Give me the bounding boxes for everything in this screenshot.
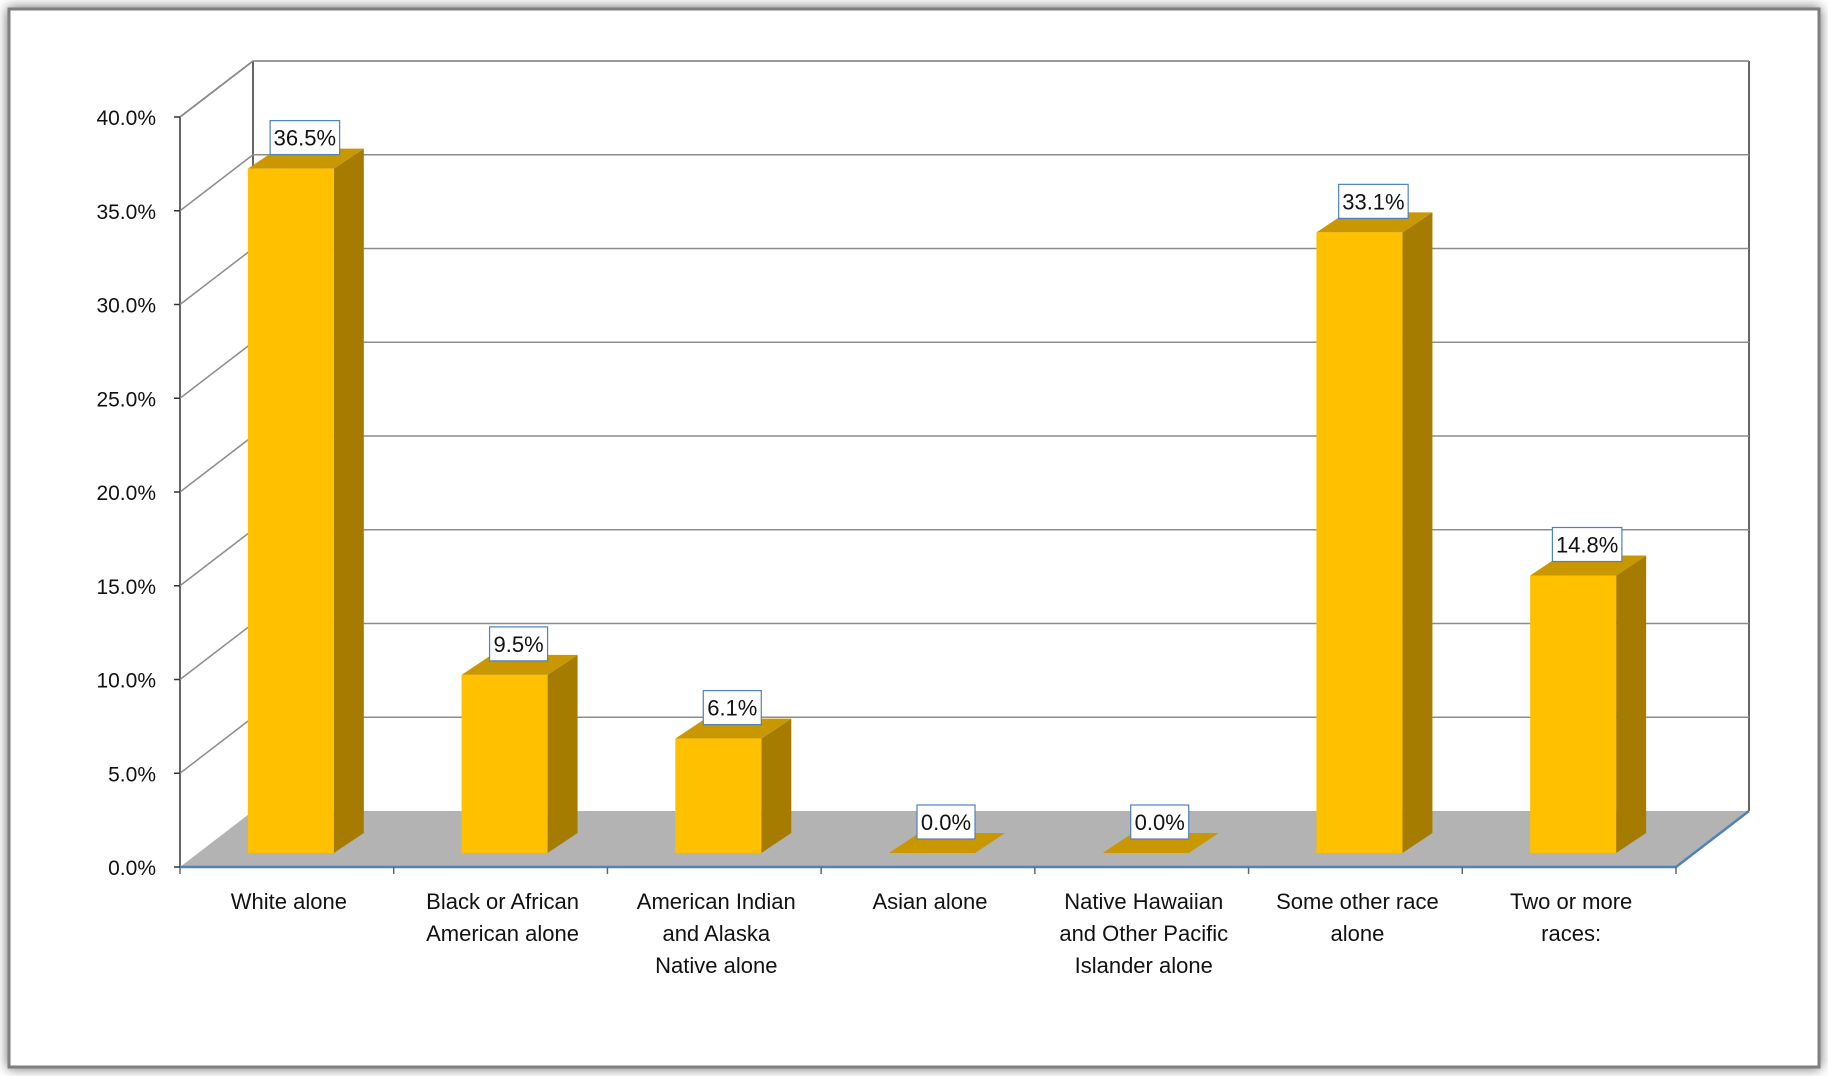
bar-side <box>1616 555 1647 853</box>
x-category-label: races: <box>1541 921 1601 946</box>
x-category-label: Asian alone <box>873 889 988 914</box>
bar-side <box>547 654 578 853</box>
bar-0 <box>247 148 364 853</box>
x-category-label: and Other Pacific <box>1059 921 1228 946</box>
data-label-box <box>488 626 549 662</box>
data-label: 33.1% <box>1342 189 1404 214</box>
y-tick-label: 25.0% <box>96 388 156 411</box>
y-axis-ticks: 0.0% 5.0% 10.0% 15.0% 20.0% 25.0% 30.0% 35.0% 40… <box>96 107 180 880</box>
bars <box>247 148 1647 853</box>
gridline-side <box>179 716 254 774</box>
y-tick-label: 15.0% <box>96 576 156 599</box>
x-category-label: Islander alone <box>1075 953 1213 978</box>
x-category-label: American Indian <box>637 889 796 914</box>
bar-front <box>461 674 548 853</box>
x-category-label: Black or African <box>426 889 579 914</box>
data-label: 36.5% <box>274 126 336 151</box>
y-tick-label: 30.0% <box>96 295 156 318</box>
x-category-label: and Alaska <box>662 921 770 946</box>
data-label: 0.0% <box>921 810 971 835</box>
gridline-side <box>179 60 254 118</box>
data-label-box <box>1338 183 1409 219</box>
data-label-box <box>702 690 762 726</box>
y-tick-label: 20.0% <box>96 482 156 505</box>
gridline-side <box>179 247 254 306</box>
bar-front <box>675 738 762 853</box>
x-category-label: alone <box>1331 921 1385 946</box>
x-category-label: Two or more <box>1510 889 1632 914</box>
bar-5 <box>1316 212 1433 853</box>
bar-side <box>761 718 792 853</box>
bar-side <box>1402 212 1433 853</box>
bar-side <box>333 148 364 853</box>
gridline-side <box>179 435 254 493</box>
y-tick-label: 40.0% <box>96 107 156 130</box>
bar-front <box>1316 232 1403 853</box>
data-label-box <box>1130 804 1190 840</box>
data-labels: 36.5% 9.5% 6.1% 0.0% 0.0% 33.1% 14.8% <box>269 120 1623 840</box>
floor-right-edge <box>1675 810 1750 868</box>
y-tick-label: 10.0% <box>96 670 156 693</box>
y-tick-label: 5.0% <box>108 763 156 786</box>
gridline-side <box>179 341 254 399</box>
gridline-side <box>179 529 254 587</box>
x-category-label: White alone <box>231 889 347 914</box>
gridline-side <box>179 154 254 212</box>
bar-2 <box>675 718 792 853</box>
y-tick-label: 35.0% <box>96 201 156 224</box>
x-category-label: Some other race <box>1276 889 1439 914</box>
data-label: 14.8% <box>1556 533 1618 558</box>
data-label-box <box>916 804 976 840</box>
y-tick-label: 0.0% <box>108 857 156 880</box>
bar-front <box>1530 575 1617 853</box>
x-category-label: Native Hawaiian <box>1064 889 1223 914</box>
gridline-side <box>179 622 254 681</box>
x-axis-categories: White alone Black or African American alon… <box>231 889 1633 978</box>
gridlines <box>179 60 1749 774</box>
x-category-label: Native alone <box>655 953 777 978</box>
data-label-box <box>269 120 341 156</box>
data-label: 6.1% <box>707 696 757 721</box>
bar-6 <box>1530 555 1647 853</box>
x-category-label: American alone <box>426 921 579 946</box>
data-label: 0.0% <box>1135 810 1185 835</box>
data-label: 9.5% <box>493 632 543 657</box>
bar-1 <box>461 654 578 853</box>
bar-front <box>247 168 334 853</box>
data-label-box <box>1551 526 1623 563</box>
